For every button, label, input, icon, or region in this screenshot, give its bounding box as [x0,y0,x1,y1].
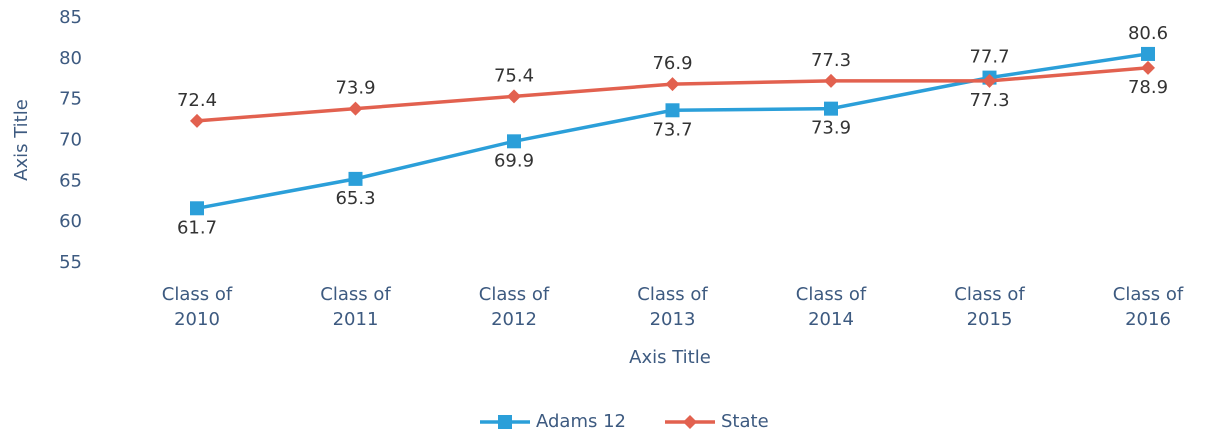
x-tick-label: Class of 2014 [795,284,867,330]
data-label: 77.3 [969,90,1009,111]
y-tick-label: 55 [59,252,82,273]
x-tick-label: Class of 2016 [1112,284,1184,330]
y-tick-label: 85 [59,7,82,28]
data-label: 73.7 [652,119,692,140]
legend-label: State [721,411,769,432]
data-label: 73.9 [811,118,851,139]
y-axis-title: Axis Title [11,99,32,181]
marker [507,89,521,104]
y-tick-label: 65 [59,170,82,191]
x-tick-label: Class of 2015 [954,284,1025,330]
y-tick-label: 60 [59,211,82,232]
legend-label: Adams 12 [536,411,626,432]
data-label: 76.9 [652,53,692,74]
marker [348,171,363,186]
x-tick-label: Class of 2010 [161,284,233,330]
data-label: 77.3 [811,50,851,71]
x-tick-label: Class of 2011 [320,284,391,330]
marker [1141,46,1155,61]
marker [982,73,997,88]
marker [190,113,204,128]
marker [1141,60,1155,75]
marker [665,103,680,118]
data-label: 73.9 [335,78,375,99]
data-label: 69.9 [494,150,534,171]
legend-marker [683,415,697,429]
x-tick-label: Class of 2012 [478,284,550,330]
marker [824,101,838,116]
marker [190,201,204,216]
data-label: 80.6 [1128,23,1168,44]
marker [824,73,838,88]
y-tick-label: 80 [59,48,82,69]
data-label: 65.3 [335,188,375,209]
legend-marker [498,415,512,429]
marker [665,77,680,92]
y-tick-label: 70 [59,130,82,151]
data-label: 61.7 [177,217,217,238]
x-tick-label: Class of 2013 [637,284,708,330]
data-label: 75.4 [494,65,534,86]
data-label: 78.9 [1128,77,1168,98]
y-tick-label: 75 [59,89,82,110]
data-label: 77.7 [969,47,1009,68]
x-axis-title: Axis Title [629,347,711,368]
marker [507,134,521,149]
marker [348,101,363,116]
data-label: 72.4 [177,90,217,111]
